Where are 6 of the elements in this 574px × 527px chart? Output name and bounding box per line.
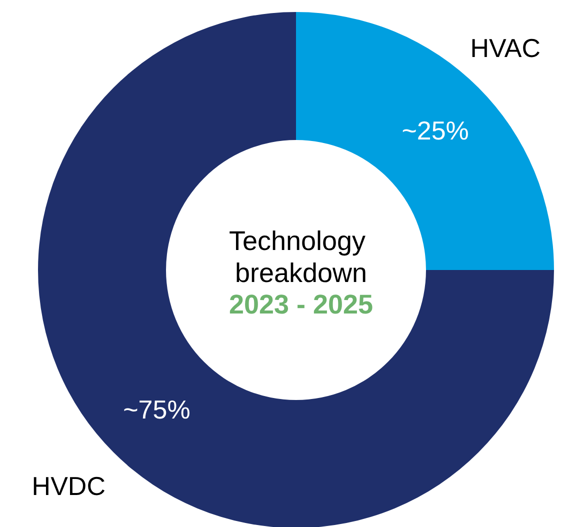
data-label: ~75% — [123, 394, 190, 424]
data-label: ~25% — [402, 116, 469, 146]
text: 2023 - 2025 — [228, 290, 374, 320]
text: Technology breakdown — [228, 226, 374, 288]
slice-label: HVDC — [32, 471, 106, 502]
slice-label: HVAC — [470, 32, 541, 63]
